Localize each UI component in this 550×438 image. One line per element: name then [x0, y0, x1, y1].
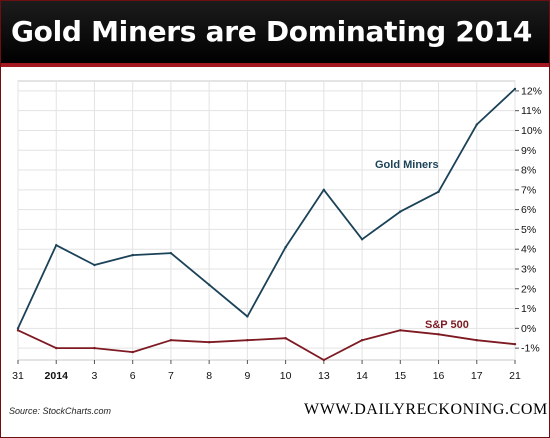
title-rule	[1, 63, 549, 67]
y-tick-label: 3%	[521, 263, 536, 275]
data-point-s-p-500	[131, 350, 134, 354]
data-point-s-p-500	[16, 329, 20, 332]
x-tick-label: 3	[92, 370, 98, 382]
data-point-s-p-500	[93, 346, 96, 350]
data-point-s-p-500	[513, 342, 517, 346]
y-tick-label: 1%	[521, 303, 536, 315]
data-point-s-p-500	[169, 339, 173, 342]
y-tick-label: 5%	[521, 224, 536, 236]
y-tick-label: 8%	[521, 165, 536, 177]
x-tick-label: 21	[509, 370, 521, 382]
x-tick-label: 16	[433, 370, 445, 382]
x-tick-label: 31	[12, 370, 24, 382]
data-point-s-p-500	[246, 339, 249, 342]
data-point-s-p-500	[322, 358, 326, 362]
x-tick-label: 15	[394, 370, 406, 382]
data-point-gold-miners	[475, 123, 478, 126]
title-bar: Gold Miners are Dominating 2014	[1, 1, 549, 63]
chart-title: Gold Miners are Dominating 2014	[11, 15, 533, 48]
data-point-s-p-500	[207, 340, 211, 344]
data-point-gold-miners	[16, 327, 20, 330]
y-tick-label: 9%	[521, 145, 536, 157]
data-point-gold-miners	[207, 283, 211, 287]
data-point-gold-miners	[169, 251, 173, 255]
y-tick-label: 7%	[521, 184, 536, 196]
y-tick-label: 2%	[521, 283, 536, 295]
data-point-s-p-500	[437, 333, 440, 336]
data-point-gold-miners	[131, 253, 134, 257]
brand-url: WWW.DAILYRECKONING.COM	[304, 401, 548, 418]
data-point-s-p-500	[55, 346, 58, 350]
y-tick-label: 10%	[521, 125, 542, 137]
series-line-gold-miners	[17, 88, 516, 330]
y-tick-label: 11%	[521, 105, 541, 117]
data-point-gold-miners	[437, 190, 440, 194]
series-label-sp500: S&P 500	[425, 319, 469, 331]
series-label-gold-miners: Gold Miners	[375, 159, 439, 171]
x-tick-label: 7	[168, 370, 174, 382]
x-tick-label: 6	[130, 370, 136, 382]
x-tick-label: 2014	[45, 370, 69, 382]
x-tick-label: 8	[206, 370, 212, 382]
data-point-s-p-500	[360, 339, 364, 342]
data-point-s-p-500	[284, 337, 287, 340]
source-note: Source: StockCharts.com	[9, 406, 112, 416]
y-tick-label: -1%	[521, 343, 540, 355]
data-point-gold-miners	[322, 188, 326, 192]
data-point-gold-miners	[55, 244, 58, 247]
y-tick-label: 4%	[521, 244, 536, 256]
data-point-gold-miners	[284, 246, 287, 249]
data-point-s-p-500	[399, 329, 402, 332]
data-point-gold-miners	[360, 238, 364, 241]
series-line-s-p-500	[17, 329, 516, 361]
x-tick-label: 9	[244, 370, 250, 382]
y-tick-label: 0%	[521, 323, 536, 335]
x-tick-label: 13	[318, 370, 330, 382]
y-tick-label: 12%	[521, 85, 542, 97]
x-tick-label: 17	[471, 370, 483, 382]
y-tick-label: 6%	[521, 204, 536, 216]
x-tick-label: 10	[280, 370, 292, 382]
data-point-s-p-500	[475, 339, 478, 342]
data-point-gold-miners	[93, 263, 96, 267]
plot-area	[17, 80, 516, 361]
data-point-gold-miners	[399, 210, 402, 213]
data-point-gold-miners	[513, 87, 517, 91]
x-tick-label: 14	[356, 370, 368, 382]
data-point-gold-miners	[246, 315, 249, 318]
